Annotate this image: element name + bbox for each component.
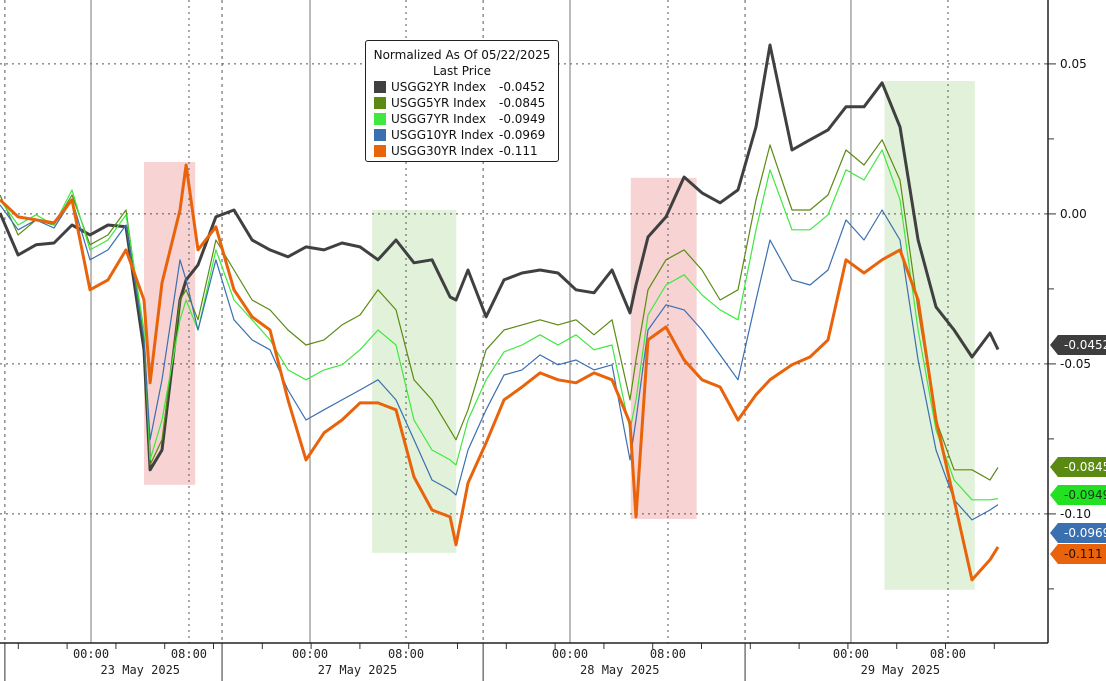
x-tick-label: 08:00 bbox=[387, 647, 425, 661]
last-value-tag: -0.111 bbox=[1050, 544, 1106, 564]
last-value-tag: -0.0845 bbox=[1050, 457, 1106, 477]
x-date-label: 27 May 2025 bbox=[317, 663, 398, 677]
series-line-usgg5yr bbox=[0, 139, 999, 481]
legend-item: USGG10YR Index -0.0969 bbox=[366, 127, 558, 143]
legend-swatch bbox=[374, 145, 386, 157]
legend-last-value: -0.0845 bbox=[499, 96, 546, 110]
legend-series-name: USGG10YR Index bbox=[391, 128, 494, 142]
y-tick-label: -0.10 bbox=[1060, 507, 1092, 521]
legend-series-name: USGG2YR Index bbox=[391, 80, 487, 94]
shaded-region bbox=[143, 162, 196, 485]
legend-item: USGG2YR Index -0.0452 bbox=[366, 79, 558, 95]
legend-title: Normalized As Of 05/22/2025 bbox=[373, 48, 551, 62]
legend-series-name: USGG7YR Index bbox=[391, 112, 487, 126]
shaded-region bbox=[372, 210, 457, 553]
x-tick-label: 08:00 bbox=[649, 647, 687, 661]
shaded-region bbox=[630, 177, 697, 519]
x-tick-label: 00:00 bbox=[72, 647, 110, 661]
legend-last-value: -0.0452 bbox=[499, 80, 546, 94]
legend-item: USGG5YR Index -0.0845 bbox=[366, 95, 558, 111]
legend-item: USGG7YR Index -0.0949 bbox=[366, 111, 558, 127]
x-tick-label: 00:00 bbox=[832, 647, 870, 661]
last-value-tag: -0.0949 bbox=[1050, 485, 1106, 505]
legend-subtitle: Last Price bbox=[432, 64, 492, 78]
x-tick-label: 08:00 bbox=[170, 647, 208, 661]
series-line-usgg30yr bbox=[0, 163, 1000, 582]
x-date-label: 23 May 2025 bbox=[100, 663, 181, 677]
legend-swatch bbox=[374, 97, 386, 109]
chart-legend: Normalized As Of 05/22/2025 Last Price U… bbox=[365, 40, 559, 162]
legend-rows: USGG2YR Index -0.0452 USGG5YR Index -0.0845… bbox=[366, 79, 558, 159]
legend-series-name: USGG5YR Index bbox=[391, 96, 487, 110]
x-tick-label: 08:00 bbox=[929, 647, 967, 661]
x-tick-label: 00:00 bbox=[291, 647, 329, 661]
x-date-label: 29 May 2025 bbox=[860, 663, 941, 677]
x-tick-label: 00:00 bbox=[551, 647, 589, 661]
shaded-region bbox=[884, 81, 975, 590]
legend-last-value: -0.111 bbox=[499, 144, 538, 158]
last-value-tag: -0.0969 bbox=[1050, 523, 1106, 543]
y-tick-label: 0.00 bbox=[1060, 207, 1087, 221]
y-tick-label: -0.05 bbox=[1060, 357, 1092, 371]
legend-series-name: USGG30YR Index bbox=[391, 144, 494, 158]
x-date-label: 28 May 2025 bbox=[580, 663, 660, 677]
legend-last-value: -0.0969 bbox=[499, 128, 546, 142]
legend-swatch bbox=[374, 129, 386, 141]
y-tick-label: 0.05 bbox=[1060, 57, 1087, 71]
last-value-tag: -0.0452 bbox=[1050, 335, 1106, 355]
series-line-usgg7yr bbox=[0, 149, 999, 501]
legend-swatch bbox=[374, 81, 386, 93]
legend-last-value: -0.0949 bbox=[499, 112, 546, 126]
series-line-usgg10yr bbox=[0, 199, 999, 521]
legend-swatch bbox=[374, 113, 386, 125]
legend-item: USGG30YR Index -0.111 bbox=[366, 143, 558, 159]
series-line-usgg2yr bbox=[0, 43, 1000, 472]
